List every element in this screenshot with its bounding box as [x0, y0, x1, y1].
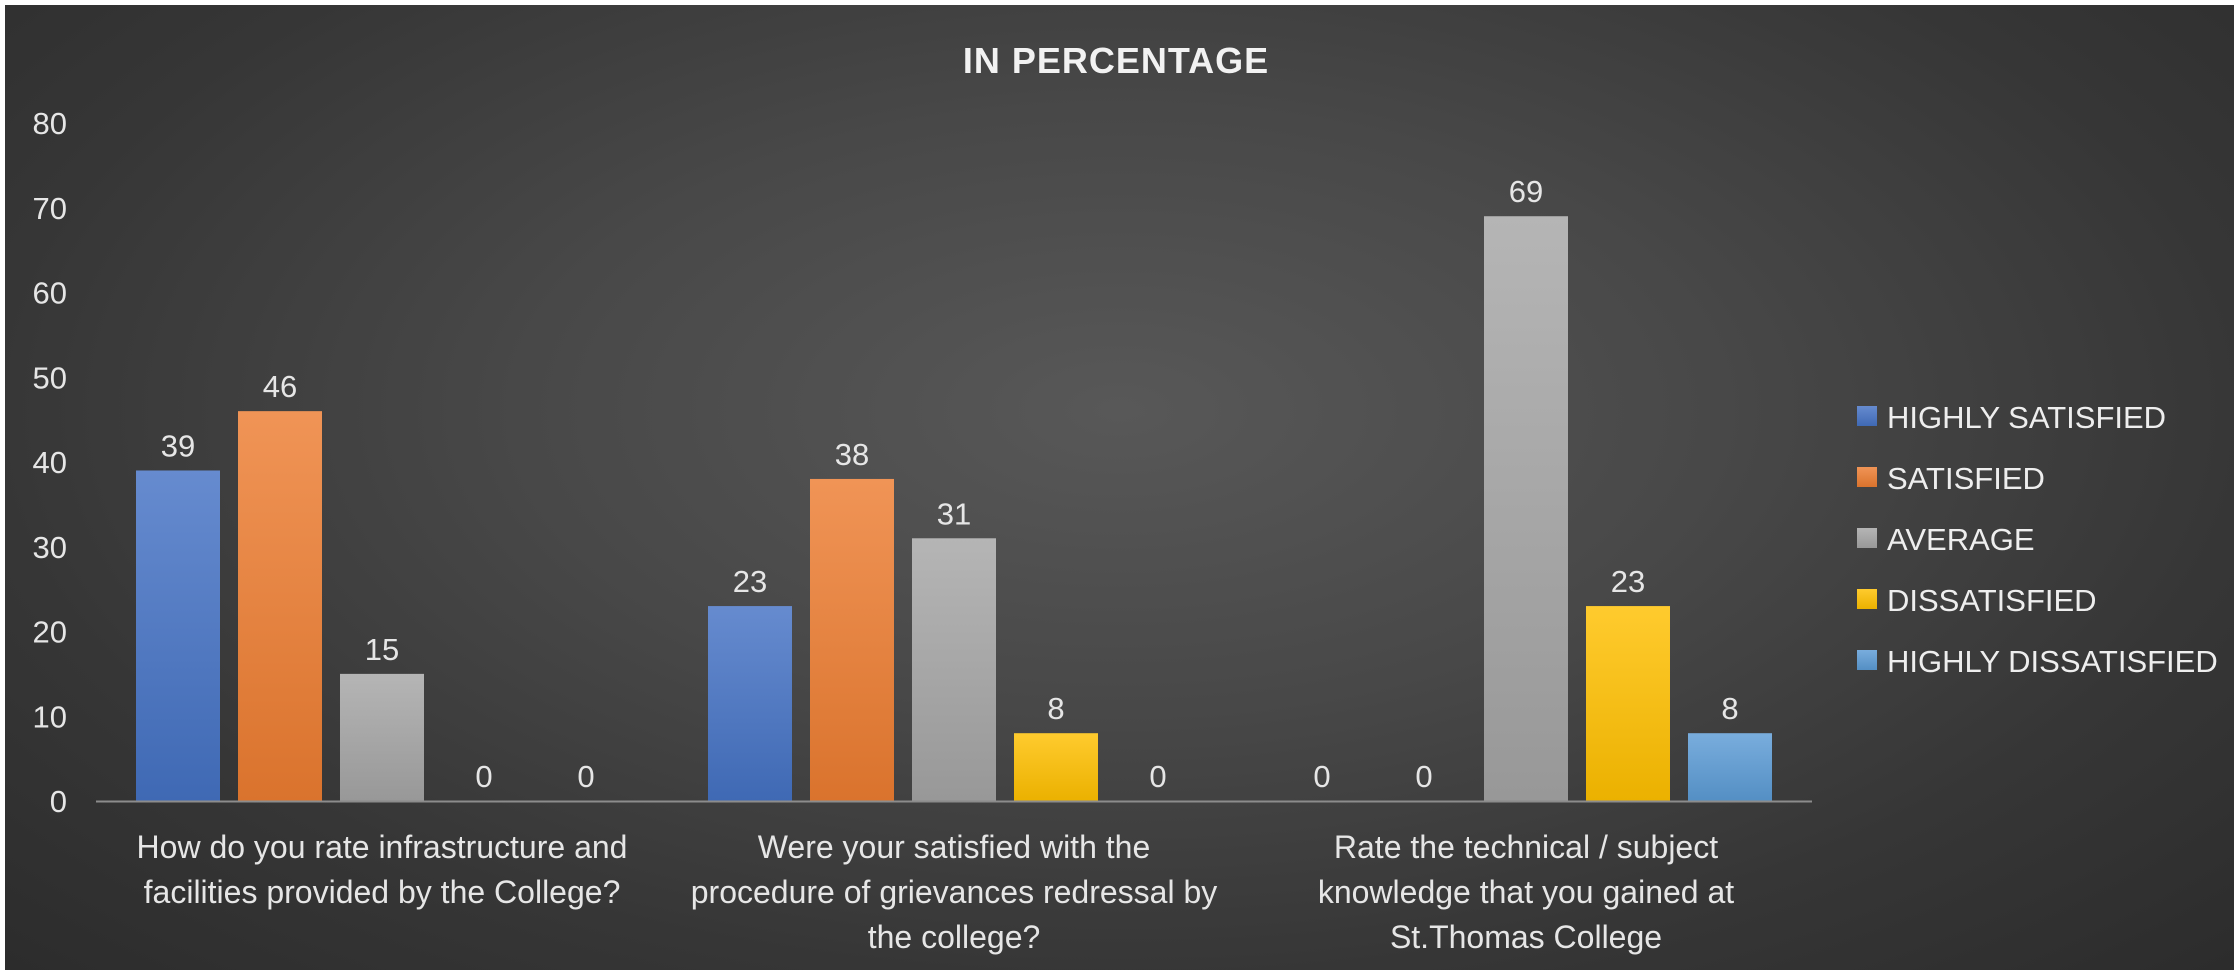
- data-label: 0: [577, 759, 594, 794]
- y-tick-label: 30: [33, 530, 67, 565]
- legend: HIGHLY SATISFIED SATISFIED AVERAGE DISSATIS…: [1857, 400, 2218, 679]
- y-tick-label: 40: [33, 445, 67, 480]
- bar: [810, 478, 894, 801]
- legend-label: AVERAGE: [1887, 522, 2035, 557]
- legend-swatch: [1857, 650, 1877, 670]
- y-tick-label: 70: [33, 191, 67, 226]
- data-label: 0: [1415, 759, 1432, 794]
- bar: [708, 606, 792, 801]
- chart-area: IN PERCENTAGE 0 10 20 30 40 50 60 70 80 39 46 15 0 0…: [5, 5, 2234, 970]
- y-axis: 0 10 20 30 40 50 60 70 80: [33, 106, 67, 819]
- legend-swatch: [1857, 406, 1877, 426]
- data-label: 23: [733, 564, 767, 599]
- legend-swatch: [1857, 589, 1877, 609]
- legend-item: AVERAGE: [1857, 522, 2035, 557]
- data-label: 23: [1611, 564, 1645, 599]
- y-tick-label: 80: [33, 106, 67, 141]
- data-label: 8: [1721, 691, 1738, 726]
- data-label: 0: [1149, 759, 1166, 794]
- bars: 39 46 15 0 0 23 38 31 8 0 0 0 69 23 8: [136, 174, 1772, 802]
- data-label: 0: [475, 759, 492, 794]
- data-label: 31: [937, 496, 971, 531]
- legend-item: DISSATISFIED: [1857, 583, 2097, 618]
- data-label: 8: [1047, 691, 1064, 726]
- data-label: 38: [835, 437, 869, 472]
- category-label: Rate the technical / subject knowledge th…: [1318, 829, 1734, 955]
- y-tick-label: 50: [33, 360, 67, 395]
- data-label: 46: [263, 369, 297, 404]
- bar: [238, 411, 322, 801]
- data-label: 69: [1509, 174, 1543, 209]
- legend-label: SATISFIED: [1887, 461, 2045, 496]
- chart-title: IN PERCENTAGE: [963, 40, 1269, 81]
- y-tick-label: 10: [33, 699, 67, 734]
- legend-swatch: [1857, 467, 1877, 487]
- y-tick-label: 20: [33, 615, 67, 650]
- y-tick-label: 0: [50, 784, 67, 819]
- data-label: 15: [365, 632, 399, 667]
- legend-label: HIGHLY SATISFIED: [1887, 400, 2166, 435]
- bar: [136, 470, 220, 801]
- category-label: Were your satisfied with the procedure of…: [691, 829, 1218, 955]
- category-label: How do you rate infrastructure and facili…: [137, 829, 628, 910]
- data-label: 39: [161, 428, 195, 463]
- legend-item: SATISFIED: [1857, 461, 2045, 496]
- legend-label: HIGHLY DISSATISFIED: [1887, 644, 2218, 679]
- data-label: 0: [1313, 759, 1330, 794]
- bar: [1688, 733, 1772, 801]
- bar: [1586, 606, 1670, 801]
- x-axis: How do you rate infrastructure and facili…: [137, 829, 1735, 955]
- bar: [1014, 733, 1098, 801]
- bar: [1484, 216, 1568, 802]
- legend-label: DISSATISFIED: [1887, 583, 2097, 618]
- bar: [912, 538, 996, 801]
- y-tick-label: 60: [33, 276, 67, 311]
- legend-item: HIGHLY DISSATISFIED: [1857, 644, 2218, 679]
- legend-item: HIGHLY SATISFIED: [1857, 400, 2166, 435]
- legend-swatch: [1857, 528, 1877, 548]
- bar: [340, 673, 424, 801]
